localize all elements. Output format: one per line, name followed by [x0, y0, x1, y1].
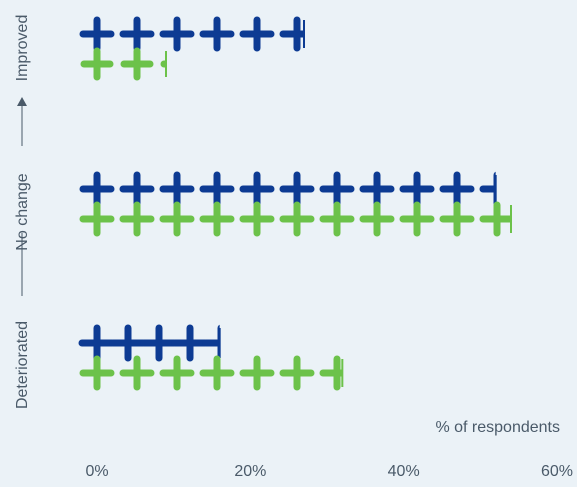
plus-icon	[279, 16, 304, 52]
bar-2-deteriorated	[79, 355, 391, 391]
bar-end-marker	[341, 359, 344, 387]
up-arrow-icon	[17, 97, 27, 106]
y-scale-label-improved: Improved	[14, 15, 31, 82]
plus-icon	[79, 201, 115, 237]
plus-icon	[159, 355, 195, 391]
bar-end-marker	[510, 205, 512, 233]
plus-icon	[319, 201, 355, 237]
plus-icon	[399, 171, 435, 207]
x-tick-label: 0%	[85, 463, 108, 480]
plus-icon	[79, 171, 115, 207]
plus-icon	[119, 16, 155, 52]
plus-icon	[279, 201, 315, 237]
plus-icon	[109, 324, 147, 362]
plus-icon	[119, 171, 155, 207]
x-tick-label: 60%	[541, 463, 573, 480]
plus-icon	[199, 201, 235, 237]
plus-icon	[79, 355, 115, 391]
y-scale-label-no-change: No change	[14, 173, 31, 250]
plus-icon	[159, 16, 195, 52]
plus-icon	[363, 359, 391, 387]
bar-1-deteriorated	[78, 324, 221, 362]
x-tick-label: 20%	[234, 463, 266, 480]
plus-icon	[399, 201, 435, 237]
y-axis-scale: Deteriorated No change Improved	[14, 15, 31, 409]
plus-icon	[439, 171, 475, 207]
chart-marks	[78, 16, 551, 391]
plus-icon	[323, 20, 351, 48]
plus-icon	[199, 171, 235, 207]
plus-icon	[239, 355, 275, 391]
category-row-improved	[79, 16, 351, 81]
plus-icon	[80, 47, 114, 81]
bar-end-marker	[494, 175, 497, 203]
plus-icon	[160, 60, 166, 68]
plus-icon	[239, 201, 275, 237]
plus-icon	[119, 355, 155, 391]
category-row-no-change	[79, 171, 551, 237]
plus-icon	[523, 205, 551, 233]
plus-icon	[359, 171, 395, 207]
plus-icon	[120, 47, 154, 81]
plus-icon	[319, 171, 355, 207]
bar-end-marker	[165, 51, 167, 77]
plus-icon	[171, 324, 209, 362]
x-axis-ticks: 0% 20% 40% 60%	[85, 463, 573, 480]
plus-icon	[279, 171, 315, 207]
plus-icon	[239, 171, 275, 207]
plus-icon	[199, 16, 235, 52]
y-scale-label-deteriorated: Deteriorated	[14, 321, 31, 409]
plus-icon	[79, 16, 115, 52]
plus-icon	[439, 201, 475, 237]
plus-icon	[359, 201, 395, 237]
plus-icon	[119, 201, 155, 237]
plus-icon	[279, 355, 315, 391]
bar-1-improved	[79, 16, 351, 52]
plus-icon	[159, 201, 195, 237]
plus-icon	[199, 355, 235, 391]
plus-icon	[239, 16, 275, 52]
bar-end-marker	[303, 20, 305, 48]
plus-icon	[479, 171, 496, 207]
bar-2-improved	[80, 47, 167, 81]
bar-2-no-change	[79, 201, 551, 237]
bar-end-marker	[218, 328, 221, 358]
plus-icon	[78, 324, 116, 362]
plus-icon	[202, 324, 220, 362]
plus-icon	[479, 201, 511, 237]
x-axis-label: % of respondents	[435, 419, 560, 436]
category-row-deteriorated	[78, 324, 391, 391]
bar-1-no-change	[79, 171, 497, 207]
plus-icon	[159, 171, 195, 207]
plus-icon	[319, 355, 343, 391]
plus-icon	[140, 324, 178, 362]
x-tick-label: 40%	[388, 463, 420, 480]
